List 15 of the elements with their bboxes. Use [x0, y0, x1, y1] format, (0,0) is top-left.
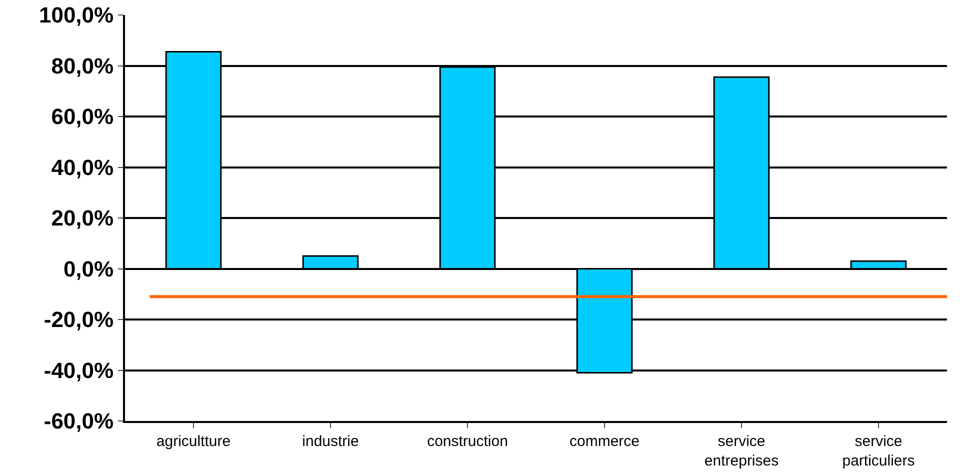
x-tick-label: construction [427, 433, 508, 450]
y-tick-label: -60,0% [44, 408, 114, 434]
x-tick-label: industrie [302, 433, 359, 450]
x-tick-label: agricultture [156, 433, 231, 450]
y-tick-label: 40,0% [51, 154, 114, 180]
y-tick-label: 80,0% [51, 53, 114, 78]
x-tick-label: service entreprises [704, 433, 779, 470]
y-tick-label: -40,0% [44, 358, 114, 383]
y-tick-label: 60,0% [51, 104, 114, 130]
y-tick-label: 0,0% [63, 256, 114, 282]
y-tick-label: 100,0% [38, 2, 114, 28]
x-tick-label: commerce [569, 433, 640, 450]
x-tick-label: service particuliers [842, 433, 915, 470]
y-tick-label: -20,0% [44, 307, 114, 332]
y-tick-label: 20,0% [51, 206, 114, 231]
